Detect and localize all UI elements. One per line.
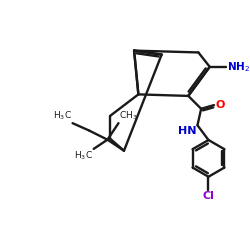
- Text: CH$_3$: CH$_3$: [120, 110, 138, 122]
- Text: Cl: Cl: [202, 190, 214, 200]
- Text: HN: HN: [178, 126, 197, 136]
- Text: H$_3$C: H$_3$C: [74, 150, 93, 162]
- Text: H$_3$C: H$_3$C: [53, 110, 72, 122]
- Text: NH$_2$: NH$_2$: [227, 60, 250, 74]
- Text: O: O: [216, 100, 225, 110]
